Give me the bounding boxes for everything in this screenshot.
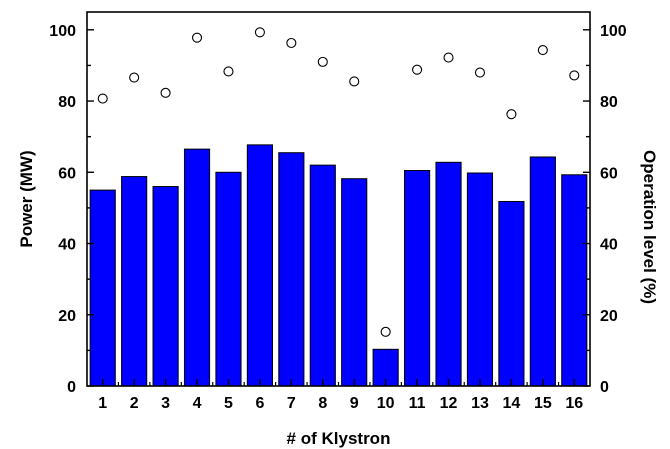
- bars-layer: [89, 144, 588, 387]
- x-tick-label: 4: [193, 395, 202, 412]
- bar-klystron-1: [89, 189, 116, 387]
- x-tick-label: 15: [534, 395, 552, 412]
- operation-level-marker-12: [443, 52, 454, 63]
- operation-level-marker-15: [537, 45, 548, 56]
- y-left-tick-label: 100: [49, 23, 76, 40]
- y-right-tick-label: 100: [600, 23, 627, 40]
- x-tick-label: 12: [440, 395, 458, 412]
- operation-level-marker-5: [223, 66, 234, 77]
- bar-klystron-2: [121, 176, 148, 387]
- labels-layer: 1 2 3 4 5 6 7 8 9 10 11 12 13 14 15 1602040608010002040…: [49, 23, 627, 412]
- y-right-tick-label: 40: [600, 237, 618, 254]
- markers-layer: [97, 27, 580, 337]
- operation-level-marker-9: [349, 76, 360, 87]
- operation-level-marker-11: [412, 64, 423, 75]
- bar-klystron-16: [561, 174, 588, 387]
- x-tick-label: 10: [377, 395, 395, 412]
- x-tick-label: 8: [318, 395, 327, 412]
- y-left-tick-label: 40: [58, 237, 76, 254]
- x-tick-label: 6: [255, 395, 264, 412]
- operation-level-marker-3: [160, 87, 171, 98]
- bar-klystron-6: [246, 144, 273, 387]
- operation-level-marker-14: [506, 109, 517, 120]
- bar-klystron-3: [152, 186, 179, 387]
- bar-klystron-4: [183, 148, 211, 387]
- x-tick-label: 9: [350, 395, 359, 412]
- x-tick-label: 2: [130, 395, 139, 412]
- operation-level-marker-13: [474, 67, 486, 78]
- operation-level-marker-4: [191, 32, 203, 43]
- operation-level-marker-7: [286, 37, 297, 49]
- operation-level-marker-8: [317, 56, 328, 67]
- y-right-tick-label: 20: [600, 308, 618, 325]
- operation-level-marker-2: [129, 72, 140, 83]
- y-right-tick-label: 0: [600, 379, 609, 396]
- operation-level-marker-1: [97, 93, 108, 104]
- operation-level-marker-6: [254, 27, 265, 38]
- bar-klystron-5: [215, 171, 242, 387]
- x-tick-label: 16: [565, 395, 583, 412]
- y-axis-left-title: Power (MW): [17, 150, 36, 247]
- y-left-tick-label: 0: [67, 379, 76, 396]
- x-tick-label: 1: [98, 395, 107, 412]
- x-tick-label: 3: [161, 395, 170, 412]
- bar-klystron-7: [278, 152, 305, 387]
- y-left-tick-label: 80: [58, 94, 76, 111]
- x-tick-label: 5: [224, 395, 233, 412]
- bar-klystron-12: [435, 161, 462, 387]
- bar-klystron-8: [309, 164, 336, 387]
- y-left-tick-label: 60: [58, 165, 76, 182]
- ticks-layer: [87, 29, 590, 387]
- y-left-tick-label: 20: [58, 308, 76, 325]
- operation-level-marker-16: [569, 70, 580, 81]
- y-right-tick-label: 80: [600, 94, 618, 111]
- y-right-tick-label: 60: [600, 165, 618, 182]
- bar-klystron-13: [466, 172, 494, 387]
- bar-klystron-9: [341, 178, 368, 387]
- operation-level-marker-10: [380, 326, 391, 337]
- x-tick-label: 7: [287, 395, 296, 412]
- bar-klystron-14: [498, 200, 525, 387]
- x-tick-label: 11: [409, 395, 426, 412]
- x-tick-label: 14: [503, 395, 521, 412]
- x-tick-label: 13: [471, 395, 489, 412]
- bar-klystron-11: [404, 170, 431, 387]
- y-axis-right-title: Operation level (%): [640, 150, 659, 304]
- x-axis-title: # of Klystron: [287, 429, 391, 448]
- bar-klystron-15: [529, 156, 556, 387]
